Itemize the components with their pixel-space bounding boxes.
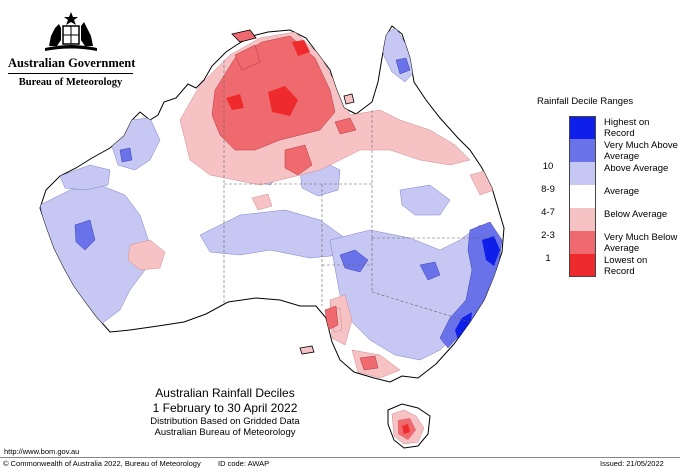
legend-range: 4-7: [541, 207, 555, 218]
highest-on-record-regions: [455, 236, 500, 340]
legend-range: 8-9: [541, 184, 555, 195]
lowest-on-record-regions: [226, 40, 310, 116]
map-title: Australian Rainfall Deciles: [155, 386, 295, 400]
tasmania-lowest-on-record: [402, 424, 410, 434]
legend-label: Below Average: [604, 209, 668, 220]
legend-item: 8-9 Above Average: [536, 162, 676, 195]
footer-copyright: © Commonwealth of Australia 2022, Bureau…: [3, 459, 201, 468]
legend-swatch: [569, 208, 596, 231]
legend-item: 4-7 Average: [536, 185, 676, 218]
map-method: Distribution Based on Gridded Data: [150, 416, 300, 427]
legend-item: Lowest on Record: [536, 254, 676, 277]
legend-label: Above Average: [604, 163, 669, 174]
map-period: 1 February to 30 April 2022: [152, 401, 298, 415]
bom-logo: Australian Government Bureau of Meteorol…: [8, 10, 136, 88]
legend-swatch: [569, 116, 596, 139]
legend: Highest on Record 10 Very Much Above Avera…: [536, 116, 678, 277]
map-source: Australian Bureau of Meteorology: [154, 427, 296, 438]
legend-label: Very Much Above Average: [604, 140, 678, 162]
melville-island: [231, 29, 257, 43]
coat-of-arms-icon: [44, 12, 97, 51]
legend-label: Very Much Below Average: [604, 232, 678, 254]
footer-id-code: ID code: AWAP: [218, 459, 270, 468]
map-caption: Australian Rainfall Deciles 1 February t…: [120, 386, 330, 438]
legend-item: Highest on Record: [536, 116, 676, 139]
legend-swatch: [569, 162, 596, 185]
legend-range: 2-3: [541, 230, 555, 241]
legend-item: 10 Very Much Above Average: [536, 139, 678, 172]
legend-title: Rainfall Decile Ranges: [537, 96, 634, 107]
legend-item: 1 Very Much Below Average: [536, 231, 678, 264]
footer-url[interactable]: http://www.bom.gov.au: [4, 447, 80, 456]
legend-swatch: [569, 231, 596, 254]
legend-swatch: [569, 185, 596, 208]
legend-label: Average: [604, 186, 640, 197]
kangaroo-island: [299, 345, 315, 355]
state-borders: [223, 60, 496, 323]
government-name: Australian Government: [8, 56, 136, 70]
footer-bar: © Commonwealth of Australia 2022, Bureau…: [0, 457, 680, 468]
legend-swatch: [569, 254, 596, 277]
legend-swatch: [569, 139, 596, 162]
legend-range: 1: [545, 253, 551, 264]
footer-issued: Issued: 21/05/2022: [600, 459, 664, 468]
legend-item: 2-3 Below Average: [536, 208, 676, 241]
legend-label: Highest on Record: [604, 117, 650, 139]
legend-label: Lowest on Record: [604, 255, 648, 277]
groote-eylandt: [343, 93, 355, 105]
legend-range: 10: [542, 161, 554, 172]
bureau-name: Bureau of Meteorology: [8, 73, 133, 88]
